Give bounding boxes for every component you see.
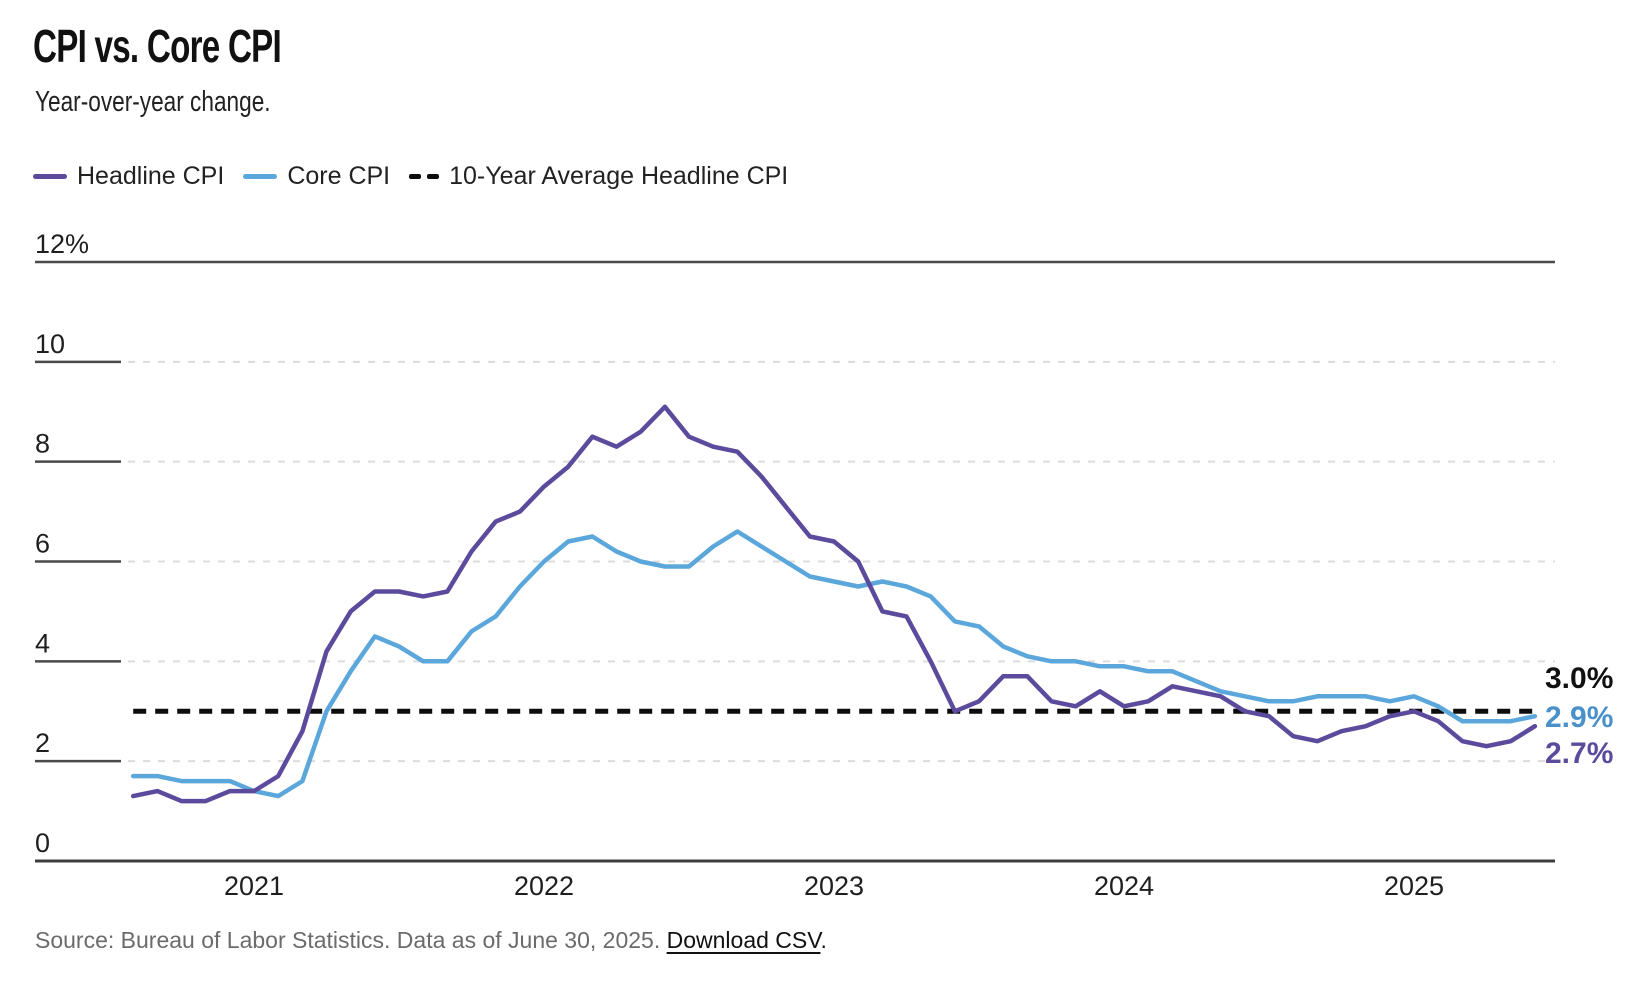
download-csv-link[interactable]: Download CSV (666, 927, 821, 953)
source-note: Source: Bureau of Labor Statistics. Data… (35, 927, 827, 954)
y-axis-label: 12% (35, 229, 89, 259)
y-axis-label: 10 (35, 329, 65, 359)
legend-label-headline-cpi: Headline CPI (77, 162, 225, 190)
legend-item-core-cpi: Core CPI (243, 162, 390, 191)
end-value-label: 2.7% (1545, 737, 1613, 770)
y-axis-label: 4 (35, 628, 50, 658)
average-dashed-swatch-icon (409, 174, 440, 179)
legend-item-average: 10-Year Average Headline CPI (409, 162, 788, 191)
y-axis-label: 2 (35, 728, 50, 758)
chart-subtitle: Year-over-year change. (35, 86, 271, 118)
end-value-label: 2.9% (1545, 701, 1613, 734)
legend-item-headline-cpi: Headline CPI (33, 162, 224, 191)
legend-label-average: 10-Year Average Headline CPI (449, 162, 789, 190)
source-text: Source: Bureau of Labor Statistics. Data… (35, 927, 667, 953)
legend-label-core-cpi: Core CPI (287, 162, 391, 190)
end-value-label: 3.0% (1545, 662, 1613, 695)
y-axis-label: 0 (35, 828, 50, 858)
core-cpi-line-swatch-icon (243, 174, 278, 179)
y-axis-label: 6 (35, 529, 50, 559)
source-suffix: . (820, 927, 827, 953)
chart-title: CPI vs. Core CPI (33, 20, 282, 72)
x-axis-label: 2022 (514, 871, 574, 901)
legend: Headline CPI Core CPI 10-Year Average He… (33, 162, 788, 191)
headline-cpi-line (130, 404, 1538, 804)
core-cpi-line (130, 529, 1538, 799)
x-axis-label: 2023 (804, 871, 864, 901)
x-axis-label: 2021 (224, 871, 284, 901)
x-axis-label: 2024 (1094, 871, 1154, 901)
headline-cpi-line-swatch-icon (33, 174, 67, 179)
x-axis-label: 2025 (1384, 871, 1444, 901)
y-axis-label: 8 (35, 429, 50, 459)
